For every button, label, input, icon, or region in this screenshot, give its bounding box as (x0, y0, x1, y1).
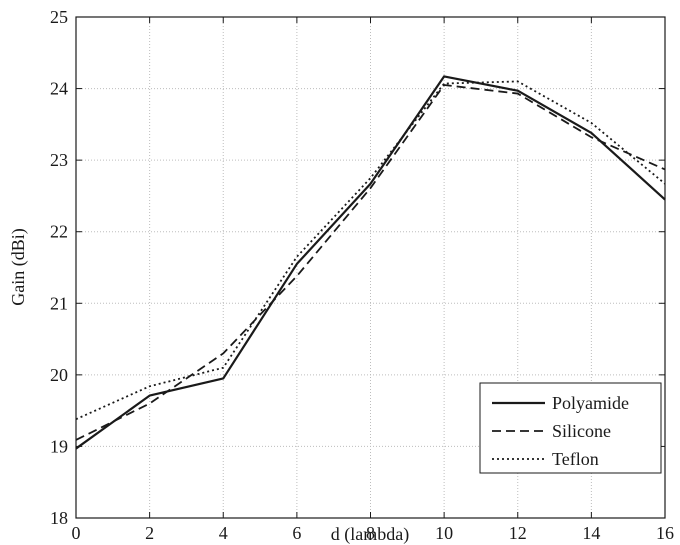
legend-label-polyamide: Polyamide (552, 393, 629, 413)
series-line-teflon (75, 80, 666, 421)
y-tick-label: 20 (50, 365, 68, 385)
y-tick-label: 25 (50, 7, 68, 27)
x-tick-label: 2 (145, 523, 154, 543)
x-axis-label: d (lambda) (331, 524, 409, 545)
legend-label-silicone: Silicone (552, 421, 611, 441)
legend: Polyamide Silicone Teflon (479, 382, 662, 474)
y-tick-label: 23 (50, 150, 68, 170)
y-tick-label: 21 (50, 293, 68, 313)
series-line-polyamide (75, 75, 666, 450)
y-tick-label: 24 (50, 79, 68, 99)
y-axis-label: Gain (dBi) (8, 228, 29, 305)
x-tick-label: 8 (366, 523, 375, 543)
x-tick-label: 0 (72, 523, 81, 543)
y-tick-label: 18 (50, 508, 68, 528)
x-tick-label: 10 (435, 523, 453, 543)
x-tick-label: 12 (509, 523, 527, 543)
legend-box (479, 382, 662, 474)
legend-label-teflon: Teflon (552, 449, 599, 469)
x-tick-label: 14 (582, 523, 600, 543)
series-line-silicone (75, 84, 666, 441)
x-tick-label: 4 (219, 523, 228, 543)
y-tick-label: 22 (50, 222, 68, 242)
y-tick-label: 19 (50, 436, 68, 456)
series-layer (75, 75, 666, 450)
x-tick-label: 6 (292, 523, 301, 543)
x-tick-label: 16 (656, 523, 674, 543)
